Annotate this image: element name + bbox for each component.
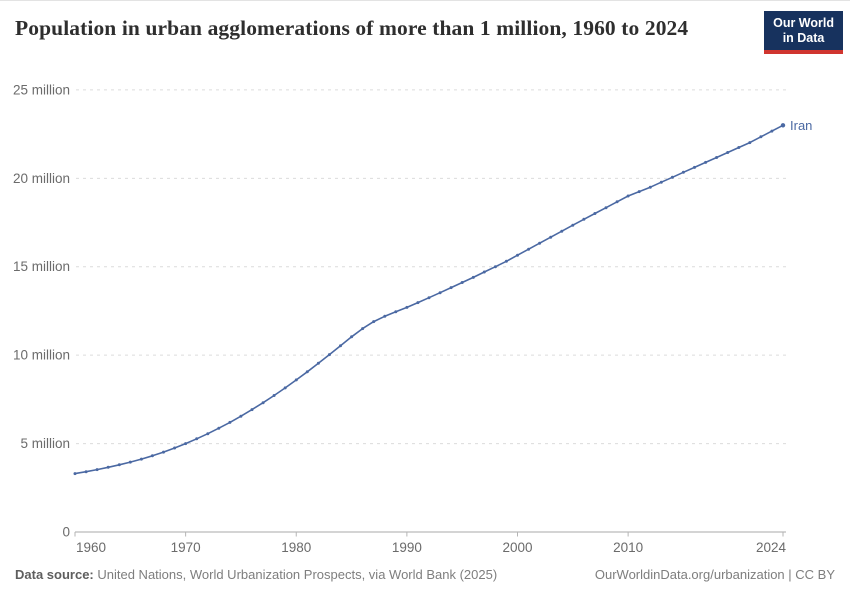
- data-point-iran-1979[interactable]: [283, 386, 287, 390]
- data-point-iran-2007[interactable]: [593, 212, 597, 215]
- data-point-iran-1994[interactable]: [449, 286, 453, 290]
- data-point-iran-1962[interactable]: [95, 468, 99, 472]
- data-point-iran-2018[interactable]: [715, 156, 719, 159]
- data-source-text: United Nations, World Urbanization Prosp…: [93, 567, 498, 582]
- data-point-iran-2012[interactable]: [648, 185, 652, 189]
- data-point-iran-1992[interactable]: [427, 296, 431, 300]
- data-point-iran-1984[interactable]: [339, 344, 342, 348]
- data-point-iran-2004[interactable]: [560, 229, 564, 233]
- data-point-iran-1987[interactable]: [372, 320, 376, 324]
- data-point-iran-2024[interactable]: [780, 123, 786, 128]
- data-point-iran-1982[interactable]: [316, 361, 320, 365]
- data-point-iran-2015[interactable]: [681, 170, 685, 174]
- data-point-iran-1972[interactable]: [206, 432, 210, 436]
- data-point-iran-2005[interactable]: [571, 223, 575, 227]
- data-point-iran-1977[interactable]: [261, 401, 265, 405]
- data-point-iran-1980[interactable]: [294, 378, 298, 382]
- data-point-iran-1969[interactable]: [173, 446, 177, 450]
- data-point-iran-1974[interactable]: [228, 420, 232, 424]
- chart-title: Population in urban agglomerations of mo…: [15, 16, 689, 40]
- x-tick-label-1980: 1980: [281, 540, 311, 555]
- data-point-iran-2003[interactable]: [549, 235, 553, 239]
- data-point-iran-1967[interactable]: [150, 454, 154, 458]
- data-point-iran-1996[interactable]: [471, 275, 475, 279]
- data-point-iran-1997[interactable]: [482, 270, 486, 274]
- y-tick-label-20: 20 million: [13, 171, 70, 186]
- data-point-iran-1966[interactable]: [139, 457, 143, 461]
- y-tick-label-5: 5 million: [20, 436, 70, 451]
- data-point-iran-1991[interactable]: [416, 301, 420, 305]
- data-point-iran-1983[interactable]: [327, 353, 331, 357]
- data-point-iran-1960[interactable]: [73, 472, 77, 476]
- data-point-iran-2021[interactable]: [748, 141, 752, 145]
- data-point-iran-1971[interactable]: [195, 437, 199, 441]
- data-point-iran-1998[interactable]: [493, 265, 497, 269]
- x-tick-label-2000: 2000: [502, 540, 532, 555]
- data-point-iran-1988[interactable]: [383, 314, 387, 318]
- data-point-iran-2010[interactable]: [626, 194, 630, 198]
- x-tick-label-2024: 2024: [756, 540, 787, 555]
- data-point-iran-2013[interactable]: [659, 180, 663, 184]
- data-point-iran-1989[interactable]: [394, 310, 398, 314]
- x-tick-label-2010: 2010: [613, 540, 643, 555]
- data-point-iran-1995[interactable]: [460, 281, 464, 284]
- data-point-iran-2002[interactable]: [538, 241, 542, 245]
- data-point-iran-1975[interactable]: [239, 414, 243, 418]
- data-point-iran-1985[interactable]: [350, 335, 354, 339]
- data-point-iran-2017[interactable]: [704, 160, 708, 164]
- data-point-iran-1999[interactable]: [504, 259, 508, 263]
- data-point-iran-1993[interactable]: [438, 291, 442, 295]
- data-point-iran-1961[interactable]: [84, 470, 88, 474]
- data-point-iran-1986[interactable]: [361, 327, 365, 331]
- x-tick-label-1970: 1970: [171, 540, 201, 555]
- series-line-iran[interactable]: [74, 124, 784, 475]
- data-point-iran-2006[interactable]: [582, 217, 586, 221]
- data-point-iran-1978[interactable]: [272, 394, 276, 397]
- data-point-iran-1965[interactable]: [128, 460, 132, 464]
- data-point-iran-1973[interactable]: [217, 426, 221, 430]
- data-point-iran-1964[interactable]: [117, 463, 121, 467]
- owid-logo-line2: in Data: [782, 31, 825, 45]
- series-label-iran[interactable]: Iran: [790, 118, 813, 133]
- data-point-iran-1970[interactable]: [184, 442, 188, 446]
- data-source-label: Data source:: [15, 567, 94, 582]
- data-point-iran-2020[interactable]: [737, 146, 741, 149]
- data-point-iran-1976[interactable]: [250, 408, 254, 412]
- data-point-iran-1963[interactable]: [106, 465, 110, 469]
- data-point-iran-2008[interactable]: [604, 206, 608, 210]
- data-point-iran-2011[interactable]: [637, 190, 641, 194]
- data-point-iran-2014[interactable]: [670, 175, 674, 179]
- data-source-note: Data source: United Nations, World Urban…: [15, 567, 497, 582]
- chart-footer: Data source: United Nations, World Urban…: [15, 567, 835, 582]
- y-tick-label-0: 0: [62, 525, 70, 540]
- data-point-iran-2001[interactable]: [527, 247, 531, 251]
- x-tick-label-1990: 1990: [392, 540, 422, 555]
- data-point-iran-1968[interactable]: [162, 450, 165, 454]
- y-tick-label-10: 10 million: [13, 348, 70, 363]
- data-point-iran-2016[interactable]: [693, 165, 696, 169]
- y-tick-label-25: 25 million: [13, 82, 70, 97]
- data-point-iran-1981[interactable]: [305, 370, 309, 374]
- data-point-iran-2022[interactable]: [759, 135, 763, 139]
- data-point-iran-2019[interactable]: [726, 151, 730, 154]
- license-note[interactable]: OurWorldinData.org/urbanization | CC BY: [594, 567, 835, 582]
- data-point-iran-1990[interactable]: [405, 305, 409, 309]
- data-point-iran-2023[interactable]: [770, 129, 774, 133]
- y-tick-label-15: 15 million: [13, 259, 70, 274]
- data-point-iran-2000[interactable]: [516, 253, 519, 257]
- data-point-iran-2009[interactable]: [615, 200, 619, 204]
- owid-logo[interactable]: Our World in Data: [764, 11, 843, 54]
- x-tick-label-1960: 1960: [76, 540, 106, 555]
- owid-logo-line1: Our World: [773, 16, 834, 30]
